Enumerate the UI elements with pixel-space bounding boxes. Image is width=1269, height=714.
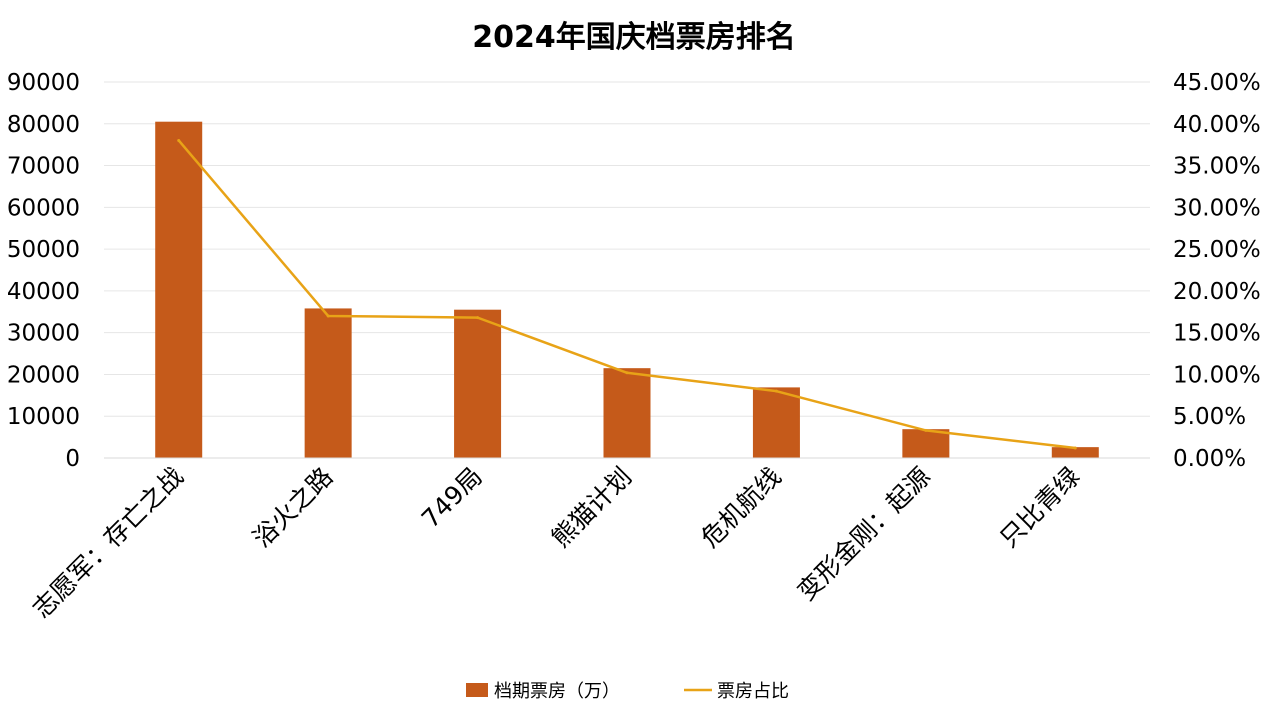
legend: 档期票房（万） 票房占比	[466, 681, 789, 702]
legend-line-label: 票房占比	[717, 681, 789, 702]
left-tick-label: 0	[65, 446, 80, 472]
left-tick-label: 50000	[7, 237, 80, 263]
left-tick-label: 70000	[7, 154, 80, 180]
category-label: 熊猫计划	[546, 462, 637, 553]
bar	[155, 121, 203, 458]
gridlines	[104, 81, 1150, 417]
category-label: 志愿军：存亡之战	[27, 462, 189, 624]
line-point	[924, 428, 928, 432]
line-point	[326, 314, 330, 318]
bar	[902, 429, 950, 458]
right-tick-label: 45.00%	[1173, 70, 1261, 96]
category-label: 危机航线	[695, 462, 786, 553]
right-axis-ticks: 0.00% 5.00% 10.00% 15.00% 20.00% 25.00% 30.00%…	[1173, 70, 1261, 472]
legend-bar-label: 档期票房（万）	[494, 681, 620, 702]
right-tick-label: 20.00%	[1173, 279, 1261, 305]
line-point	[1073, 446, 1077, 450]
right-tick-label: 10.00%	[1173, 362, 1261, 388]
category-label: 变形金刚：起源	[792, 462, 936, 606]
left-tick-label: 20000	[7, 362, 80, 388]
right-tick-label: 25.00%	[1173, 237, 1261, 263]
category-label: 749局	[416, 462, 488, 534]
line-point	[476, 316, 480, 320]
category-labels: 志愿军：存亡之战 浴火之路 749局 熊猫计划 危机航线 变形金刚：起源 只比青绿	[27, 462, 1086, 624]
category-label: 浴火之路	[247, 462, 338, 553]
left-tick-label: 10000	[7, 404, 80, 430]
left-axis-ticks: 0 10000 20000 30000 40000 50000 60000 70000 8000…	[7, 70, 80, 472]
legend-bar-swatch	[466, 683, 488, 697]
bar	[603, 368, 651, 458]
bar	[304, 308, 352, 458]
right-tick-label: 30.00%	[1173, 195, 1261, 221]
category-label: 只比青绿	[994, 462, 1085, 553]
left-tick-label: 60000	[7, 195, 80, 221]
right-tick-label: 15.00%	[1173, 321, 1261, 347]
left-tick-label: 30000	[7, 321, 80, 347]
line-point	[774, 389, 778, 393]
chart-title: 2024年国庆档票房排名	[472, 20, 796, 55]
right-tick-label: 5.00%	[1173, 404, 1246, 430]
left-tick-label: 80000	[7, 112, 80, 138]
line-point	[625, 371, 629, 375]
bar	[454, 309, 502, 458]
right-tick-label: 35.00%	[1173, 154, 1261, 180]
right-tick-label: 40.00%	[1173, 112, 1261, 138]
right-tick-label: 0.00%	[1173, 446, 1246, 472]
bar	[1051, 447, 1099, 458]
left-tick-label: 90000	[7, 70, 80, 96]
bar-series	[155, 121, 1099, 458]
left-tick-label: 40000	[7, 279, 80, 305]
line-point	[177, 138, 181, 142]
bar	[752, 387, 800, 458]
line-series	[177, 138, 1077, 450]
